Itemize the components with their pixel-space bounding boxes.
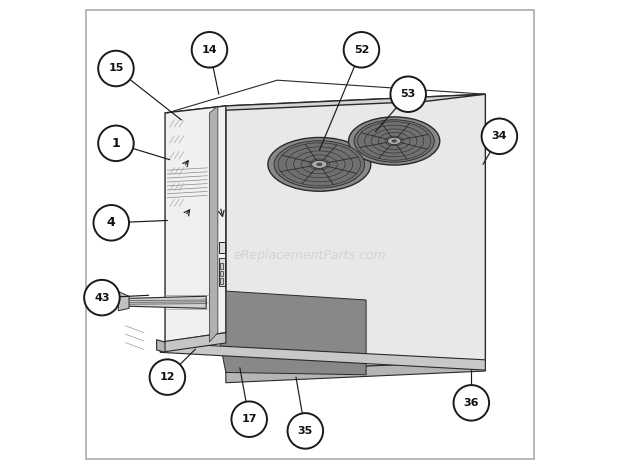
Circle shape [149, 359, 185, 395]
Text: 12: 12 [159, 372, 175, 382]
Ellipse shape [317, 163, 322, 166]
Polygon shape [165, 94, 485, 113]
Text: 36: 36 [464, 398, 479, 408]
Bar [219, 242, 225, 253]
FancyBboxPatch shape [86, 10, 534, 459]
Circle shape [94, 205, 129, 241]
Bar [220, 263, 223, 269]
Ellipse shape [388, 137, 401, 144]
Circle shape [231, 401, 267, 437]
Polygon shape [226, 94, 485, 372]
Polygon shape [161, 333, 226, 352]
Text: 35: 35 [298, 426, 313, 436]
Bar [220, 278, 223, 284]
Polygon shape [165, 106, 226, 342]
Circle shape [288, 413, 323, 449]
Text: 52: 52 [354, 45, 369, 55]
Polygon shape [226, 361, 485, 383]
Ellipse shape [268, 137, 371, 191]
Circle shape [192, 32, 228, 68]
Circle shape [98, 126, 134, 161]
Circle shape [84, 280, 120, 315]
Text: 14: 14 [202, 45, 217, 55]
Bar [219, 258, 225, 286]
Text: 17: 17 [241, 414, 257, 424]
Polygon shape [218, 291, 366, 375]
Text: 53: 53 [401, 89, 416, 99]
Bar [220, 271, 223, 276]
Text: 43: 43 [94, 293, 110, 303]
Polygon shape [121, 296, 206, 309]
Polygon shape [161, 343, 485, 370]
Ellipse shape [348, 117, 440, 165]
Text: 1: 1 [112, 137, 120, 150]
Circle shape [391, 76, 426, 112]
Ellipse shape [274, 141, 365, 188]
Text: eReplacementParts.com: eReplacementParts.com [234, 249, 386, 262]
Circle shape [482, 119, 517, 154]
Polygon shape [118, 292, 129, 311]
Text: 34: 34 [492, 131, 507, 141]
Circle shape [454, 385, 489, 421]
Circle shape [98, 51, 134, 86]
Text: 15: 15 [108, 63, 123, 74]
Ellipse shape [312, 160, 327, 168]
Polygon shape [157, 340, 165, 352]
Ellipse shape [392, 140, 396, 142]
Circle shape [343, 32, 379, 68]
Polygon shape [210, 106, 218, 342]
Ellipse shape [354, 120, 434, 162]
Text: 4: 4 [107, 216, 116, 229]
